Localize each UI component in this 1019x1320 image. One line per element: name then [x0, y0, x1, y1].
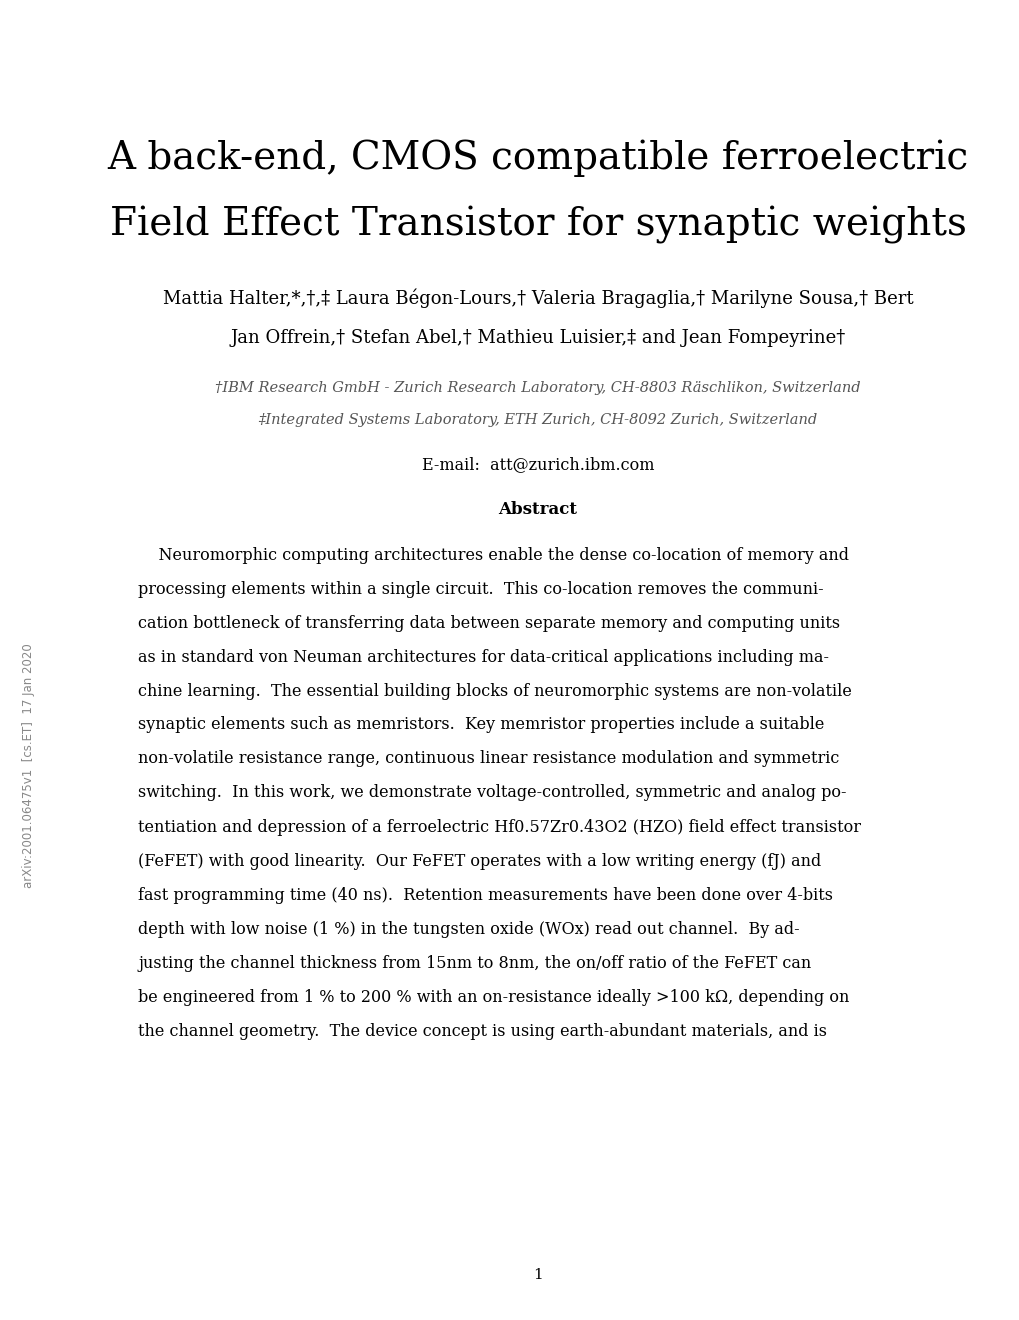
- Text: E-mail:  att@zurich.ibm.com: E-mail: att@zurich.ibm.com: [422, 457, 653, 474]
- Text: ‡Integrated Systems Laboratory, ETH Zurich, CH-8092 Zurich, Switzerland: ‡Integrated Systems Laboratory, ETH Zuri…: [258, 413, 817, 426]
- Text: switching.  In this work, we demonstrate voltage-controlled, symmetric and analo: switching. In this work, we demonstrate …: [138, 784, 846, 801]
- Text: be engineered from 1 % to 200 % with an on-resistance ideally >100 kΩ, depending: be engineered from 1 % to 200 % with an …: [138, 989, 849, 1006]
- Text: the channel geometry.  The device concept is using earth-abundant materials, and: the channel geometry. The device concept…: [138, 1023, 826, 1040]
- Text: Neuromorphic computing architectures enable the dense co-location of memory and: Neuromorphic computing architectures ena…: [138, 546, 848, 564]
- Text: (FeFET) with good linearity.  Our FeFET operates with a low writing energy (fJ) : (FeFET) with good linearity. Our FeFET o…: [138, 853, 820, 870]
- Text: †IBM Research GmbH - Zurich Research Laboratory, CH-8803 Räschlikon, Switzerland: †IBM Research GmbH - Zurich Research Lab…: [215, 381, 860, 395]
- Text: Jan Offrein,† Stefan Abel,† Mathieu Luisier,‡ and Jean Fompeyrine†: Jan Offrein,† Stefan Abel,† Mathieu Luis…: [230, 329, 845, 347]
- Text: chine learning.  The essential building blocks of neuromorphic systems are non-v: chine learning. The essential building b…: [138, 682, 851, 700]
- Text: processing elements within a single circuit.  This co-location removes the commu: processing elements within a single circ…: [138, 581, 823, 598]
- Text: depth with low noise (1 %) in the tungsten oxide (WOx) read out channel.  By ad-: depth with low noise (1 %) in the tungst…: [138, 920, 799, 937]
- Text: arXiv:2001.06475v1  [cs.ET]  17 Jan 2020: arXiv:2001.06475v1 [cs.ET] 17 Jan 2020: [21, 643, 35, 888]
- Text: cation bottleneck of transferring data between separate memory and computing uni: cation bottleneck of transferring data b…: [138, 615, 840, 631]
- Text: tentiation and depression of a ferroelectric Hf0.57Zr0.43O2 (HZO) field effect t: tentiation and depression of a ferroelec…: [138, 818, 860, 836]
- Text: non-volatile resistance range, continuous linear resistance modulation and symme: non-volatile resistance range, continuou…: [138, 751, 839, 767]
- Text: Abstract: Abstract: [498, 502, 577, 519]
- Text: justing the channel thickness from 15nm to 8nm, the on/off ratio of the FeFET ca: justing the channel thickness from 15nm …: [138, 954, 810, 972]
- Text: 1: 1: [533, 1269, 542, 1282]
- Text: fast programming time (40 ns).  Retention measurements have been done over 4-bit: fast programming time (40 ns). Retention…: [138, 887, 833, 903]
- Text: as in standard von Neuman architectures for data-critical applications including: as in standard von Neuman architectures …: [138, 648, 828, 665]
- Text: Field Effect Transistor for synaptic weights: Field Effect Transistor for synaptic wei…: [109, 206, 966, 244]
- Text: synaptic elements such as memristors.  Key memristor properties include a suitab: synaptic elements such as memristors. Ke…: [138, 717, 823, 734]
- Text: A back-end, CMOS compatible ferroelectric: A back-end, CMOS compatible ferroelectri…: [107, 139, 968, 177]
- Text: Mattia Halter,*,†,‡ Laura Bégon-Lours,† Valeria Bragaglia,† Marilyne Sousa,† Ber: Mattia Halter,*,†,‡ Laura Bégon-Lours,† …: [163, 288, 912, 308]
